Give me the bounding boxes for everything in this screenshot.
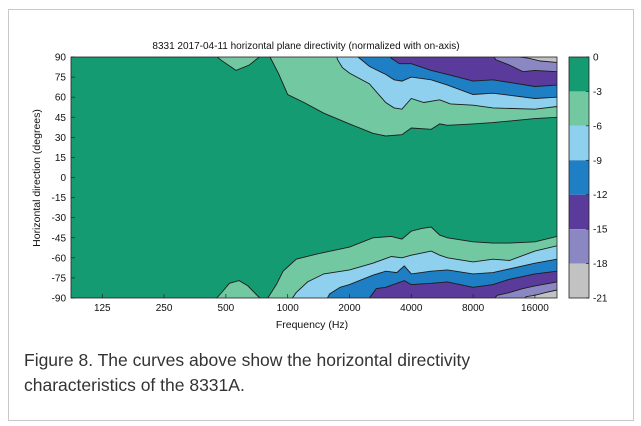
y-tick-label: 15: [55, 153, 67, 164]
y-tick-label: 75: [55, 73, 67, 84]
colorbar-tick-label: 0: [593, 53, 599, 64]
colorbar-tick-label: -9: [593, 156, 602, 167]
colorbar-band: [569, 57, 589, 92]
x-axis-label: Frequency (Hz): [276, 319, 348, 331]
plot-area: [70, 56, 558, 299]
x-tick-label: 2000: [338, 303, 361, 314]
colorbar-band: [569, 91, 589, 126]
contour-line-lower-3db: [216, 226, 557, 298]
contour-line-upper-12db: [389, 57, 557, 87]
colorbar-band: [569, 125, 589, 161]
contour-line-lower-6db: [291, 245, 557, 298]
chart-title: 8331 2017-04-11 horizontal plane directi…: [152, 41, 459, 52]
directivity-chart: 8331 2017-04-11 horizontal plane directi…: [31, 41, 608, 331]
colorbar-tick-label: -15: [593, 225, 608, 236]
contour-line-lower-12db: [368, 270, 557, 298]
colorbar-tick-label: -3: [593, 87, 602, 98]
y-axis-ticks: 90 75 60 45 30 15 0 -15 -30 -45 -60 -75 -90: [52, 53, 75, 305]
contour-line-lower-15db: [494, 281, 557, 298]
y-tick-label: -30: [52, 213, 67, 224]
y-tick-label: 30: [55, 133, 67, 144]
y-axis-label: Horizontal direction (degrees): [31, 109, 43, 247]
y-tick-label: 90: [55, 53, 67, 64]
colorbar-band: [569, 263, 589, 298]
y-tick-label: -90: [52, 294, 67, 305]
contour-line-upper-3db: [216, 57, 557, 137]
colorbar-band: [569, 160, 589, 195]
x-axis-ticks: 125 250 500 1000 2000 4000 8000 16000: [94, 294, 549, 314]
y-tick-label: 45: [55, 113, 67, 124]
colorbar-band: [569, 194, 589, 230]
contour-region-lower-12db: [369, 271, 557, 298]
colorbar-border: [568, 56, 590, 299]
x-tick-label: 250: [156, 303, 173, 314]
y-tick-label: -60: [52, 253, 67, 264]
figure-caption: Figure 8. The curves above show the hori…: [24, 350, 471, 395]
contour-line-upper-9db: [357, 57, 557, 99]
colorbar: 0 -3 -6 -9 -12 -15 -18 -21: [568, 53, 608, 305]
contour-line-lower-9db: [326, 258, 557, 298]
colorbar-tick-label: -6: [593, 121, 602, 132]
y-tick-label: -45: [52, 233, 67, 244]
contour-region-upper-18db: [519, 57, 557, 63]
y-tick-label: 0: [60, 173, 66, 184]
contour-line-upper-6db: [336, 57, 557, 110]
y-tick-label: -15: [52, 193, 67, 204]
x-tick-label: 500: [218, 303, 235, 314]
x-tick-label: 125: [94, 303, 111, 314]
contour-line-upper-15db: [493, 57, 557, 73]
x-tick-label: 1000: [277, 303, 300, 314]
y-tick-label: -75: [52, 273, 67, 284]
x-tick-label: 16000: [521, 303, 549, 314]
colorbar-tick-label: -18: [593, 259, 608, 270]
y-tick-label: 60: [55, 93, 67, 104]
colorbar-tick-label: -12: [593, 190, 608, 201]
x-tick-label: 4000: [400, 303, 423, 314]
contour-line-upper-18db: [519, 57, 557, 63]
colorbar-band: [569, 229, 589, 264]
colorbar-tick-label: -21: [593, 294, 608, 305]
x-tick-label: 8000: [462, 303, 485, 314]
